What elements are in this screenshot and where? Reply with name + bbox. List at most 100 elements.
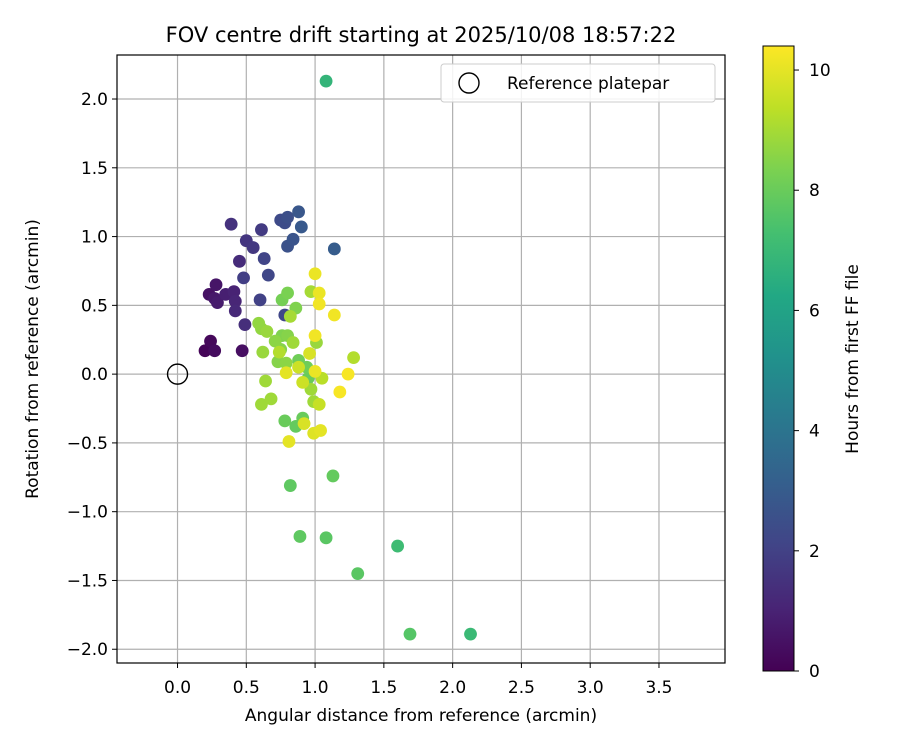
data-point [256,345,270,359]
x-tick-label: 0.5 [233,678,260,698]
data-point [281,210,294,224]
data-point [333,385,347,399]
x-tick-label: 3.5 [645,678,672,698]
data-point [297,417,311,431]
y-tick-label: −2.0 [67,640,108,660]
x-tick-label: 1.0 [302,678,329,698]
data-point [341,367,355,381]
colorbar-tick-label: 4 [809,422,820,442]
data-point [235,344,249,358]
data-point [351,567,365,580]
y-axis-label: Rotation from reference (arcmin) [23,219,43,499]
data-point [294,220,308,234]
reference-point-marker [166,363,189,385]
data-point [327,242,341,256]
colorbar-tick-label: 0 [809,662,820,682]
data-point [264,392,278,406]
data-point [312,286,326,300]
colorbar-gradient [762,45,795,672]
legend-marker-open-circle [458,72,480,94]
data-point [228,304,242,318]
data-point [282,435,296,448]
colorbar-tick-label: 8 [809,181,820,201]
colorbar-tick-label: 6 [809,301,820,321]
reference-platepar-marker [166,363,189,385]
data-point [286,336,300,349]
data-point [253,293,267,307]
data-point [281,286,294,300]
data-points [198,74,477,641]
x-axis-label: Angular distance from reference (arcmin) [245,706,597,726]
data-point [327,308,341,322]
data-point [319,74,333,88]
data-point [403,627,417,641]
data-point [211,296,224,310]
data-point [303,347,316,360]
data-point [279,366,293,380]
data-point [319,531,333,545]
data-point [257,252,271,265]
data-point [227,285,241,298]
y-tick-label: 2.0 [81,90,108,110]
colorbar: 0 2 4 6 8 10 Hours from first FF file [762,45,863,682]
data-point [237,271,250,285]
x-tick-label: 2.0 [439,678,466,698]
colorbar-tick-label: 10 [809,61,831,81]
data-point [308,364,322,378]
data-point [204,334,217,348]
data-point [208,344,222,358]
data-point [261,268,275,282]
chart-title: FOV centre drift starting at 2025/10/08 … [166,23,677,47]
data-point [233,254,246,268]
data-point [312,297,326,311]
data-point [292,360,305,374]
plot-area-frame [116,54,726,664]
colorbar-label: Hours from first FF file [843,264,863,454]
legend-label: Reference platepar [507,74,669,94]
y-tick-label: −0.5 [67,434,108,454]
data-point [260,325,274,338]
y-tick-label: 1.0 [81,228,108,248]
y-tick-label: 0.0 [81,365,108,385]
legend-box [440,63,716,103]
data-point [246,241,260,254]
y-axis-ticks: 2.0 1.5 1.0 0.5 0.0 −0.5 −1.0 −1.5 −2.0 [67,90,117,660]
data-point [198,344,212,358]
x-axis-ticks: 0.0 0.5 1.0 1.5 2.0 2.5 3.0 3.5 [164,663,672,698]
colorbar-ticks: 0 2 4 6 8 10 [794,61,831,682]
data-point [391,539,405,553]
data-point [308,329,322,343]
data-point [255,223,268,237]
data-point [272,345,286,359]
legend: Reference platepar [440,63,716,103]
data-point [312,397,326,411]
data-point [278,414,292,428]
data-point [224,217,238,231]
data-point [464,627,477,641]
data-point [296,375,310,389]
data-point [283,479,297,492]
data-point [308,267,322,281]
y-tick-label: 1.5 [81,159,108,179]
data-point [286,232,300,246]
x-tick-label: 3.0 [577,678,604,698]
data-point [283,309,297,323]
data-point [255,397,268,411]
data-point [228,294,242,308]
y-tick-label: −1.5 [67,571,108,591]
data-point [293,530,307,543]
data-point [238,318,252,332]
x-tick-label: 1.5 [370,678,397,698]
grid-lines [117,55,725,663]
data-point [314,424,327,437]
data-point [209,278,223,292]
x-tick-label: 0.0 [164,678,191,698]
data-point [326,469,340,483]
data-point [279,356,293,370]
data-point [268,334,282,348]
colorbar-tick-label: 2 [809,542,820,562]
data-point [347,351,360,365]
data-point [259,374,272,388]
y-tick-label: 0.5 [81,296,108,316]
